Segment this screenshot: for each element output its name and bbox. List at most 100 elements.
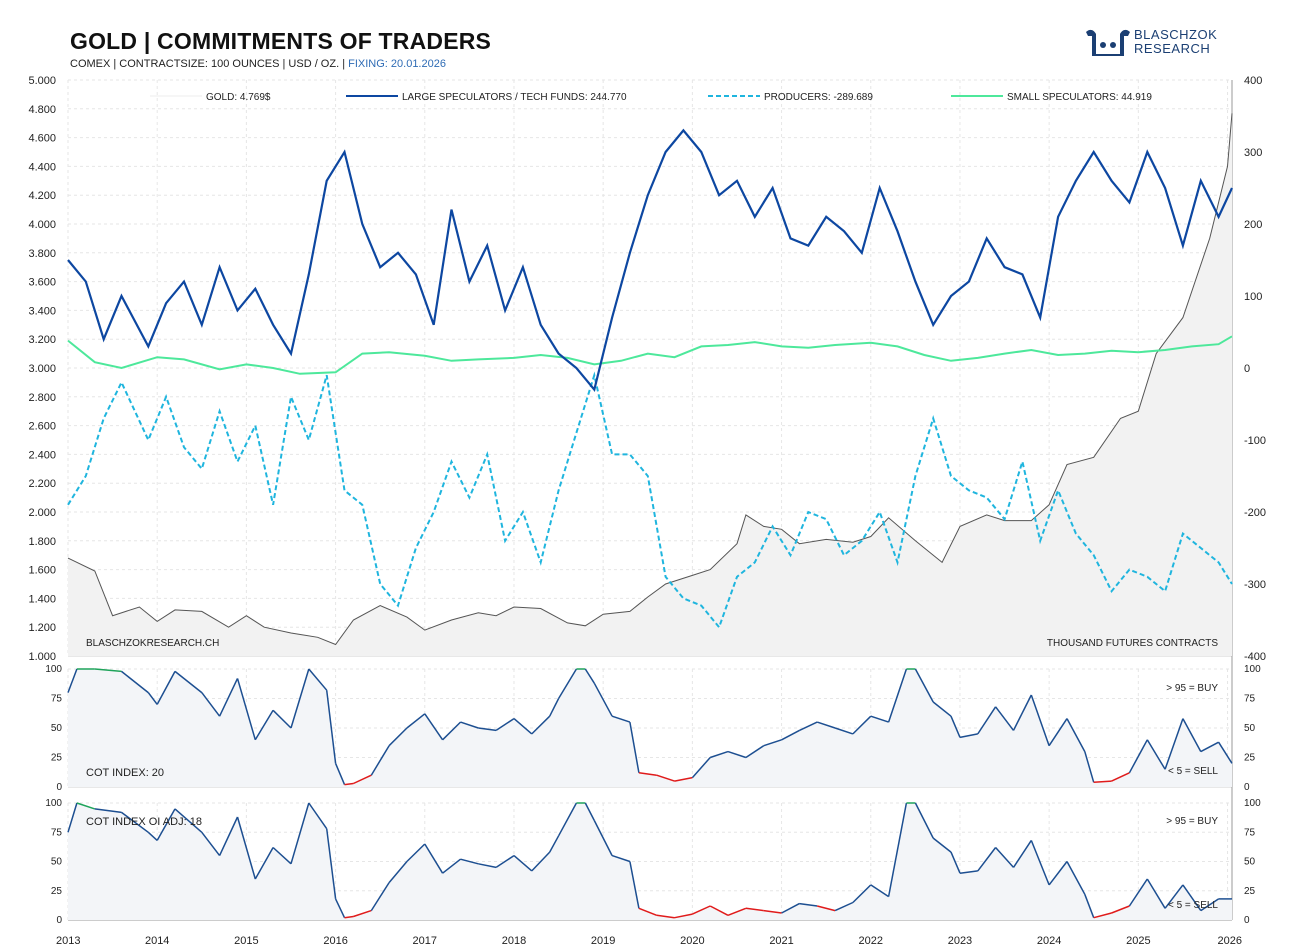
cot-index-oi-adj-segment xyxy=(531,851,551,872)
cot-index-oi-adj-segment xyxy=(344,915,354,919)
cot-index-oi-adj-segment xyxy=(638,907,657,916)
cot-index-area xyxy=(68,669,1232,787)
cot-index-oi-adj-segment xyxy=(1048,861,1068,886)
cot-index-segment xyxy=(852,715,872,735)
cot-index-oi-adj-segment xyxy=(914,802,934,839)
left-axis-tick: 2.400 xyxy=(28,449,56,461)
cot-index-oi-adj-segment xyxy=(727,907,747,916)
cot-index-sell-label: < 5 = SELL xyxy=(1168,766,1218,777)
index-right-tick: 100 xyxy=(1244,664,1261,675)
x-axis-year-tick: 2021 xyxy=(769,935,793,947)
x-axis-year-tick: 2013 xyxy=(56,935,80,947)
cot-index-segment xyxy=(495,717,515,732)
index-right-tick: 75 xyxy=(1244,694,1256,705)
cot-index-oi-adj-segment xyxy=(218,816,239,856)
cot-index-segment xyxy=(272,709,292,729)
cot-index-oi-adj-segment xyxy=(442,858,461,874)
cot-index-segment xyxy=(691,757,711,779)
index-right-tick: 50 xyxy=(1244,723,1256,734)
left-axis-tick: 4.600 xyxy=(28,133,56,145)
cot-index-segment xyxy=(1066,718,1086,752)
right-axis-tick: 200 xyxy=(1244,219,1262,231)
cot-index-segment xyxy=(344,782,354,786)
index-left-tick: 100 xyxy=(45,798,62,809)
cot-index-buy-label: > 95 = BUY xyxy=(1166,683,1218,694)
cot-index-oi-adj-segment xyxy=(549,835,560,853)
left-axis-tick: 1.800 xyxy=(28,536,56,548)
cot-index-segment xyxy=(308,668,328,691)
cot-index-oi-adj-segment xyxy=(781,902,800,914)
x-axis-year-tick: 2017 xyxy=(413,935,437,947)
cot-index-segment xyxy=(147,692,158,705)
cot-index-segment xyxy=(424,713,444,741)
cot-index-segment xyxy=(781,729,800,741)
cot-index-oi-adj-segment xyxy=(1182,884,1202,912)
cot-index-segment xyxy=(353,774,372,785)
cot-index-oi-adj-segment xyxy=(495,854,515,869)
cot-index-oi-adj-buy-label: > 95 = BUY xyxy=(1166,816,1218,827)
cot-index-oi-adj-segment xyxy=(995,846,1015,868)
left-axis-tick: 1.200 xyxy=(28,622,56,634)
subtitle-main: COMEX | CONTRACTSIZE: 100 OUNCES | USD /… xyxy=(70,58,349,70)
series-large-speculators-line xyxy=(67,128,1233,392)
cot-index-oi-adj-segment xyxy=(817,905,836,912)
cot-index-oi-adj-segment xyxy=(290,802,310,865)
cot-index-oi-adj-segment xyxy=(584,802,595,821)
cot-index-oi-adj-segment xyxy=(1111,905,1130,914)
left-axis-tick: 2.200 xyxy=(28,478,56,490)
index-left-tick: 50 xyxy=(51,857,63,868)
left-axis-tick: 1.000 xyxy=(28,651,56,663)
cot-index-segment xyxy=(549,698,560,717)
left-axis-tick: 1.400 xyxy=(28,593,56,605)
cot-index-oi-adj-segment xyxy=(1164,884,1184,909)
cot-index-segment xyxy=(914,668,934,703)
cot-index-oi-adj-segment xyxy=(513,855,533,872)
left-axis-tick: 4.200 xyxy=(28,190,56,202)
index-right-tick: 25 xyxy=(1244,886,1256,897)
cot-index-segment xyxy=(254,709,274,741)
cot-index-segment xyxy=(763,739,782,747)
cot-index-oi-adj-segment xyxy=(799,902,818,907)
cot-index-segment xyxy=(1093,780,1112,784)
cot-index-segment xyxy=(745,745,765,759)
cot-index-segment xyxy=(977,706,997,735)
left-axis-tick: 4.400 xyxy=(28,161,56,173)
x-axis-year-tick: 2024 xyxy=(1037,935,1061,947)
chart-subtitle: COMEX | CONTRACTSIZE: 100 OUNCES | USD /… xyxy=(70,58,446,70)
cot-index-oi-adj-segment xyxy=(745,907,764,912)
legend-label-gold: GOLD: 4.769$ xyxy=(206,92,271,103)
cot-index-segment xyxy=(156,671,176,705)
cot-index-oi-adj-segment xyxy=(763,909,782,914)
cot-index-oi-adj-segment xyxy=(593,820,613,856)
cot-index-segment xyxy=(932,701,952,717)
left-axis-tick: 3.200 xyxy=(28,334,56,346)
cot-index-segment xyxy=(325,690,337,764)
cot-index-segment xyxy=(638,772,657,776)
cot-index-segment xyxy=(174,670,203,694)
cot-index-segment xyxy=(1012,694,1032,731)
left-axis-tick: 3.000 xyxy=(28,363,56,375)
cot-index-segment xyxy=(557,668,578,699)
index-left-tick: 25 xyxy=(51,886,63,897)
owl-logo-icon xyxy=(1086,29,1130,56)
index-right-tick: 0 xyxy=(1244,915,1250,926)
index-left-tick: 75 xyxy=(51,694,63,705)
cot-index-oi-adj-segment xyxy=(1093,912,1112,919)
cot-index-oi-adj-segment xyxy=(611,854,631,863)
fixing-date: FIXING: 20.01.2026 xyxy=(348,58,446,70)
index-right-tick: 0 xyxy=(1244,782,1250,793)
cot-index-oi-adj-segment xyxy=(1146,878,1166,909)
index-right-tick: 75 xyxy=(1244,827,1256,838)
legend-label-small_specs: SMALL SPECULATORS: 44.919 xyxy=(1007,92,1152,103)
cot-index-oi-adj-segment xyxy=(950,851,961,874)
cot-index-oi-adj-segment xyxy=(353,909,372,918)
left-axis-tick: 2.000 xyxy=(28,507,56,519)
cot-index-oi-adj-segment xyxy=(272,846,292,865)
cot-index-oi-adj-segment xyxy=(174,808,203,833)
right-axis-tick: 300 xyxy=(1244,147,1262,159)
cot-index-oi-adj-segment xyxy=(67,802,78,833)
cot-index-segment xyxy=(1111,772,1130,782)
right-axis-unit-label: THOUSAND FUTURES CONTRACTS xyxy=(1047,638,1218,649)
cot-index-segment xyxy=(388,727,408,747)
